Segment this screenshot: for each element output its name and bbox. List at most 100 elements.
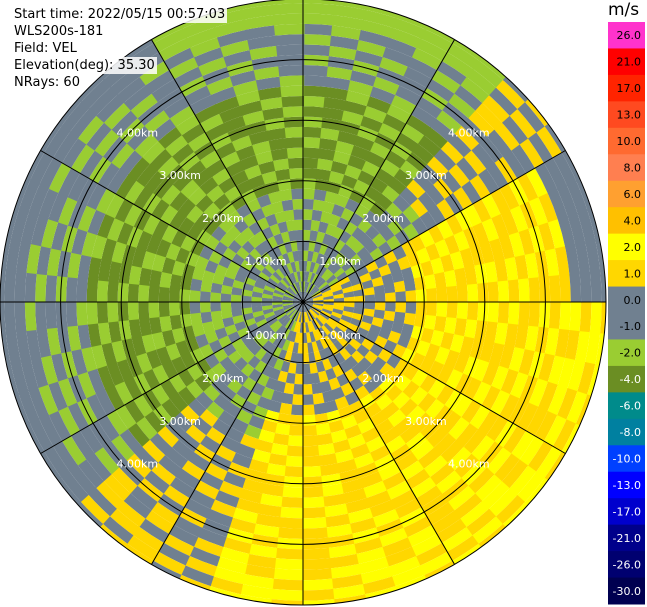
velocity-gate: [159, 378, 178, 399]
velocity-gate: [269, 274, 281, 284]
velocity-gate: [537, 381, 558, 413]
velocity-gate: [338, 276, 351, 286]
velocity-gate: [56, 325, 72, 354]
azimuth-line: [302, 150, 566, 303]
velocity-gate: [242, 282, 255, 292]
velocity-gate: [276, 283, 287, 292]
velocity-gate: [303, 291, 307, 302]
velocity-gate: [172, 143, 195, 165]
velocity-gate: [484, 321, 498, 344]
colorbar-tick-label: -21.0: [613, 532, 641, 545]
velocity-gate: [289, 414, 303, 426]
velocity-gate: [307, 310, 314, 321]
velocity-gate: [189, 289, 201, 302]
velocity-gate: [395, 132, 419, 153]
velocity-gate: [261, 203, 275, 218]
velocity-gate: [272, 568, 303, 581]
velocity-gate: [264, 117, 286, 131]
velocity-gate: [187, 451, 211, 472]
velocity-gate: [311, 307, 321, 315]
velocity-gate: [213, 19, 247, 38]
velocity-gate: [227, 260, 241, 273]
velocity-gate: [283, 382, 295, 395]
velocity-gate: [345, 90, 371, 107]
velocity-gate: [295, 363, 303, 375]
velocity-gate: [192, 322, 206, 338]
velocity-gate: [256, 503, 282, 518]
velocity-gate: [231, 135, 253, 152]
velocity-gate: [323, 298, 334, 303]
velocity-gate: [115, 404, 137, 430]
velocity-gate: [339, 120, 362, 136]
velocity-gate: [35, 300, 47, 330]
velocity-gate: [261, 364, 274, 378]
velocity-gate: [275, 537, 303, 550]
velocity-gate: [528, 378, 548, 408]
velocity-gate: [322, 292, 334, 298]
velocity-gate: [434, 346, 450, 366]
velocity-gate: [536, 126, 563, 160]
velocity-gate: [277, 254, 287, 267]
velocity-gate: [115, 173, 137, 199]
velocity-gate: [263, 285, 275, 293]
velocity-gate: [278, 517, 303, 529]
velocity-gate: [272, 295, 283, 300]
velocity-gate: [199, 113, 225, 133]
velocity-gate: [194, 46, 225, 67]
velocity-gate: [374, 418, 394, 437]
velocity-gate: [300, 312, 303, 323]
velocity-gate: [77, 75, 105, 103]
velocity-gate: [277, 370, 289, 383]
velocity-gate: [320, 127, 341, 141]
velocity-gate: [409, 386, 429, 407]
velocity-gate: [116, 76, 147, 103]
velocity-gate: [413, 171, 434, 193]
velocity-gate: [543, 415, 567, 448]
velocity-gate: [303, 106, 325, 118]
velocity-gate: [108, 260, 122, 283]
velocity-gate: [319, 283, 330, 292]
velocity-gate: [164, 446, 188, 469]
velocity-gate: [311, 291, 322, 298]
velocity-gate: [409, 352, 426, 370]
velocity-gate: [298, 332, 303, 344]
velocity-gate: [419, 374, 437, 394]
velocity-gate: [469, 338, 485, 361]
velocity-gate: [338, 468, 361, 484]
velocity-gate: [165, 134, 189, 157]
velocity-gate: [440, 439, 464, 464]
velocity-gate: [161, 184, 182, 206]
velocity-gate: [143, 213, 161, 235]
velocity-gate: [331, 386, 345, 401]
velocity-gate: [274, 310, 286, 318]
velocity-gate: [381, 185, 401, 203]
velocity-gate: [538, 222, 556, 252]
velocity-gate: [552, 152, 577, 187]
velocity-gate: [343, 100, 368, 117]
velocity-gate: [236, 246, 250, 260]
velocity-gate: [279, 75, 305, 87]
velocity-gate: [323, 257, 334, 269]
velocity-gate: [528, 197, 549, 227]
velocity-gate: [436, 302, 448, 318]
velocity-gate: [169, 314, 183, 330]
velocity-gate: [374, 302, 386, 312]
velocity-gate: [253, 66, 281, 81]
velocity-gate: [538, 276, 551, 304]
velocity-gate: [577, 209, 596, 244]
velocity-gate: [333, 4, 367, 21]
velocity-gate: [220, 201, 237, 218]
velocity-gate: [524, 252, 539, 280]
velocity-gate: [302, 435, 319, 447]
velocity-gate: [187, 131, 212, 152]
velocity-gate: [378, 527, 408, 548]
velocity-gate: [406, 251, 421, 268]
velocity-gate: [227, 239, 243, 254]
velocity-gate: [152, 177, 174, 200]
velocity-gate: [15, 329, 31, 362]
velocity-gate: [161, 256, 176, 275]
velocity-gate: [299, 302, 303, 313]
colorbar-tick-label: 1.0: [624, 267, 642, 280]
velocity-gate: [344, 164, 363, 180]
velocity-gate: [67, 251, 82, 279]
